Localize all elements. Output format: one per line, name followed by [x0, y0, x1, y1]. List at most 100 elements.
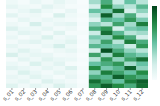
cell — [136, 44, 148, 49]
cell — [65, 31, 77, 36]
cell — [30, 22, 42, 27]
cell — [101, 9, 113, 14]
cell — [77, 53, 89, 58]
cell — [124, 40, 136, 45]
cell — [77, 57, 89, 62]
cell — [136, 35, 148, 40]
cell — [18, 0, 30, 5]
cell — [18, 22, 30, 27]
cell — [89, 31, 101, 36]
cell — [89, 53, 101, 58]
cell — [136, 18, 148, 23]
cell — [65, 44, 77, 49]
cell — [65, 79, 77, 84]
cell — [6, 48, 18, 53]
cell — [113, 75, 125, 80]
cell — [18, 31, 30, 36]
cell — [124, 53, 136, 58]
cell — [18, 40, 30, 45]
cell — [30, 0, 42, 5]
cell — [89, 75, 101, 80]
cell — [18, 9, 30, 14]
cell — [101, 13, 113, 18]
cell — [65, 0, 77, 5]
cell — [18, 26, 30, 31]
cell — [89, 79, 101, 84]
cell — [113, 4, 125, 9]
cell — [101, 4, 113, 9]
cell — [42, 53, 54, 58]
cell — [124, 13, 136, 18]
cell — [101, 44, 113, 49]
cell — [6, 84, 18, 88]
cell — [89, 4, 101, 9]
cell — [30, 44, 42, 49]
cell — [30, 53, 42, 58]
cell — [89, 18, 101, 23]
cell — [77, 22, 89, 27]
cell — [124, 70, 136, 75]
cell — [6, 35, 18, 40]
cell — [53, 31, 65, 36]
cell — [53, 48, 65, 53]
cell — [89, 22, 101, 27]
cell — [42, 70, 54, 75]
cell — [53, 44, 65, 49]
cell — [113, 79, 125, 84]
cell — [113, 31, 125, 36]
cell — [18, 4, 30, 9]
cell — [42, 44, 54, 49]
cell — [101, 84, 113, 88]
cell — [77, 62, 89, 67]
cell — [124, 84, 136, 88]
cell — [113, 84, 125, 88]
cell — [124, 9, 136, 14]
cell — [77, 35, 89, 40]
cell — [30, 79, 42, 84]
cell — [77, 40, 89, 45]
cell — [65, 40, 77, 45]
cell — [42, 57, 54, 62]
cell — [136, 13, 148, 18]
cell — [101, 35, 113, 40]
cell — [42, 48, 54, 53]
x-tick-label: s_08 — [84, 88, 98, 102]
cell — [42, 75, 54, 80]
cell — [42, 40, 54, 45]
cell — [113, 13, 125, 18]
cell — [65, 13, 77, 18]
cell — [18, 44, 30, 49]
cell — [18, 35, 30, 40]
cell — [30, 18, 42, 23]
cell — [30, 75, 42, 80]
cell — [124, 0, 136, 5]
cell — [42, 35, 54, 40]
cell — [101, 40, 113, 45]
cell — [53, 0, 65, 5]
x-tick-label: s_07 — [72, 88, 86, 102]
cell — [89, 9, 101, 14]
cell — [124, 26, 136, 31]
x-tick-label: s_05 — [49, 88, 63, 102]
cell — [113, 22, 125, 27]
cell — [89, 66, 101, 71]
cell — [65, 57, 77, 62]
cell — [30, 57, 42, 62]
cell — [42, 18, 54, 23]
cell — [77, 26, 89, 31]
cell — [124, 22, 136, 27]
cell — [124, 48, 136, 53]
cell — [65, 4, 77, 9]
cell — [6, 22, 18, 27]
cell — [6, 57, 18, 62]
cell — [136, 9, 148, 14]
cell — [65, 48, 77, 53]
cell — [136, 4, 148, 9]
cell — [42, 79, 54, 84]
cell — [53, 70, 65, 75]
cell — [6, 18, 18, 23]
cell — [113, 62, 125, 67]
cell — [42, 62, 54, 67]
cell — [113, 0, 125, 5]
cell — [77, 18, 89, 23]
